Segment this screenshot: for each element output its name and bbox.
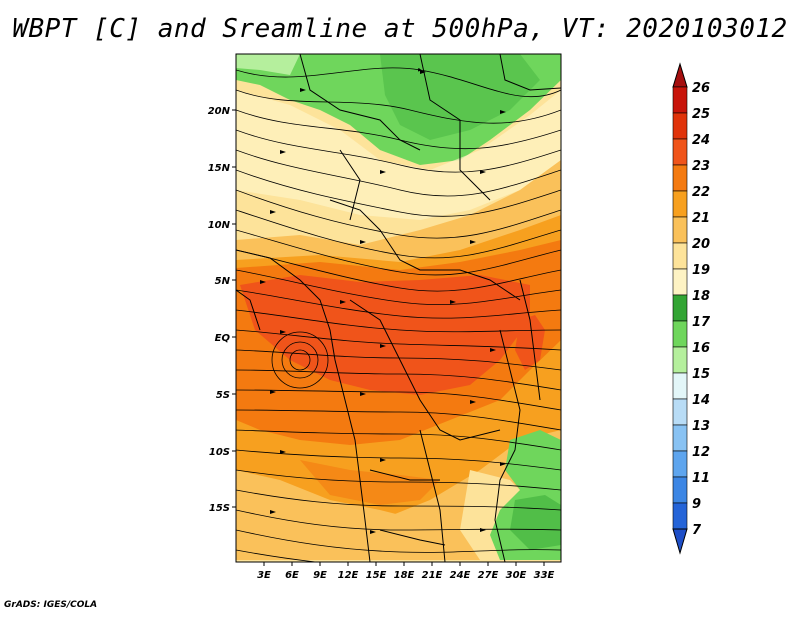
lat-label: 5S [216,390,230,401]
lat-label: 15N [208,163,231,174]
colorbar-label: 26 [692,81,710,96]
colorbar-label: 18 [692,289,710,304]
colorbar-label: 7 [692,523,702,538]
colorbar-swatch [672,502,688,530]
colorbar-label: 16 [692,341,710,356]
footer-credit: GrADS: IGES/COLA [4,600,98,610]
lon-label: 15E [366,570,387,581]
colorbar-label: 19 [692,263,710,278]
lon-label: 18E [394,570,415,581]
lon-label: 9E [313,570,327,581]
lon-label: 30E [506,570,527,581]
colorbar-top-arrow [672,62,688,88]
colorbar-label: 9 [692,497,701,512]
streamline-arrows [260,70,506,534]
colorbar-swatch [672,242,688,270]
colorbar-swatch [672,190,688,218]
colorbar-swatch [672,268,688,296]
colorbar-label: 23 [692,159,710,174]
lat-label: EQ [215,333,231,344]
lat-label: 10N [208,220,231,231]
lon-axis: 3E 6E 9E 12E 15E 18E 21E 24E 27E 30E 33E [257,562,555,581]
colorbar-swatch [672,138,688,166]
colorbar-label: 11 [692,471,710,486]
lat-label: 15S [209,503,230,514]
colorbar-swatch [672,398,688,426]
colorbar-label: 22 [692,185,710,200]
colorbar-label: 21 [692,211,710,226]
colorbar-label: 14 [692,393,710,408]
colorbar-swatch [672,112,688,140]
colorbar-swatch [672,346,688,374]
lon-label: 24E [450,570,471,581]
colorbar: 26 25 24 23 22 21 20 19 18 17 16 15 14 1… [672,62,711,555]
lon-label: 21E [422,570,443,581]
lat-label: 5N [215,276,231,287]
lon-label: 6E [285,570,299,581]
lon-label: 12E [338,570,359,581]
lon-label: 27E [478,570,499,581]
lat-label: 10S [209,447,230,458]
colorbar-label: 25 [692,107,710,122]
colorbar-bottom-arrow [672,528,688,555]
colorbar-swatch [672,86,688,114]
colorbar-label: 13 [692,419,710,434]
lat-label: 20N [208,106,231,117]
lon-label: 33E [534,570,555,581]
colorbar-swatch [672,320,688,348]
lon-label: 3E [257,570,271,581]
colorbar-label: 20 [692,237,710,252]
colorbar-swatch [672,476,688,504]
colorbar-swatch [672,216,688,244]
map-frame [235,53,562,563]
colorbar-label: 15 [692,367,710,382]
lat-axis: 20N 15N 10N 5N EQ 5S 10S 15S [208,106,236,514]
colorbar-label: 12 [692,445,710,460]
chart-title: WBPT [C] and Sreamline at 500hPa, VT: 20… [12,14,788,44]
colorbar-swatch [672,164,688,192]
colorbar-swatch [672,450,688,478]
colorbar-swatch [672,294,688,322]
colorbar-swatch [672,372,688,400]
country-borders [236,54,561,562]
colorbar-label: 17 [692,315,711,330]
colorbar-swatch [672,424,688,452]
wbpt-field [236,54,561,562]
colorbar-label: 24 [692,133,710,148]
